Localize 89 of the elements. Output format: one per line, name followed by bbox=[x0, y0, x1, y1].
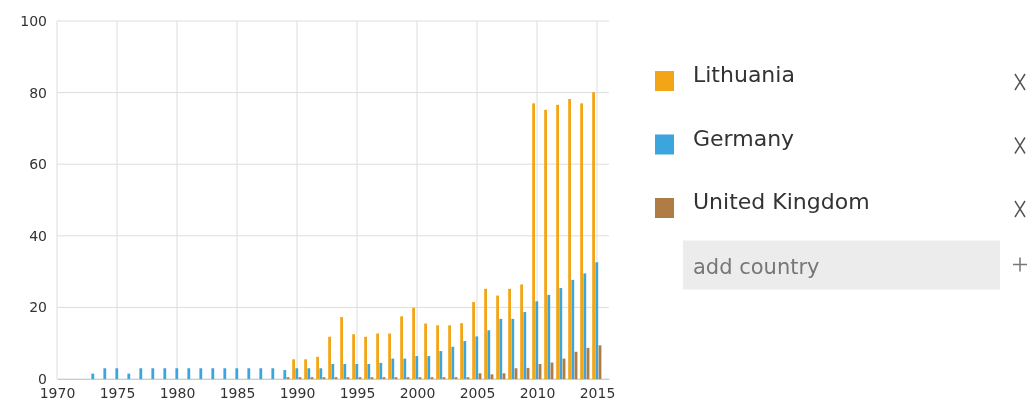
bar bbox=[343, 363, 347, 379]
bar bbox=[523, 312, 527, 379]
bar bbox=[388, 333, 391, 379]
x-tick-label: 1990 bbox=[279, 384, 316, 401]
bar bbox=[367, 363, 371, 379]
bar bbox=[535, 301, 539, 379]
bar bbox=[259, 368, 263, 379]
bar bbox=[580, 103, 583, 379]
bar bbox=[295, 368, 299, 379]
bar bbox=[448, 325, 451, 379]
bar bbox=[391, 358, 395, 379]
bar bbox=[175, 368, 179, 379]
bar bbox=[328, 336, 331, 379]
bar bbox=[235, 368, 239, 379]
text: add country bbox=[693, 254, 820, 279]
bar bbox=[163, 368, 167, 379]
bar bbox=[532, 103, 535, 379]
bar bbox=[511, 318, 515, 379]
bar bbox=[592, 92, 595, 379]
bar bbox=[484, 288, 487, 379]
bar bbox=[316, 356, 319, 379]
y-tick-label: 20 bbox=[29, 299, 47, 316]
bar bbox=[103, 368, 107, 379]
bar bbox=[115, 368, 119, 379]
bar bbox=[319, 368, 323, 379]
legend-label: Germany bbox=[693, 125, 795, 151]
bar bbox=[331, 363, 335, 379]
bar bbox=[475, 336, 479, 379]
bar bbox=[292, 359, 295, 379]
bar bbox=[559, 288, 563, 379]
x-tick-label: 1970 bbox=[39, 384, 76, 401]
x-tick-label: 2010 bbox=[519, 384, 556, 401]
bar bbox=[271, 368, 275, 379]
bar bbox=[472, 302, 475, 379]
bar bbox=[595, 262, 599, 379]
y-tick-label: 60 bbox=[29, 156, 47, 173]
bar bbox=[424, 323, 427, 379]
bar bbox=[376, 333, 379, 379]
bar bbox=[568, 99, 571, 379]
bar bbox=[547, 294, 551, 379]
bar bbox=[403, 358, 407, 379]
bar bbox=[427, 356, 431, 379]
y-tick-label: 80 bbox=[29, 84, 47, 101]
bar bbox=[487, 330, 491, 379]
bar bbox=[283, 370, 287, 379]
y-tick-label: 40 bbox=[29, 227, 47, 244]
bar bbox=[379, 362, 383, 379]
x-tick-label: 1985 bbox=[219, 384, 256, 401]
bar bbox=[223, 368, 227, 379]
bar bbox=[151, 368, 155, 379]
bar bbox=[412, 307, 415, 379]
legend-label: Lithuania bbox=[693, 62, 795, 87]
bar bbox=[247, 368, 251, 379]
bar bbox=[439, 351, 443, 379]
y-tick-label: 0 bbox=[38, 370, 47, 387]
x-tick-label: 1995 bbox=[339, 384, 376, 401]
bar bbox=[355, 363, 359, 379]
x-tick-label: 1980 bbox=[159, 384, 196, 401]
bar bbox=[508, 288, 511, 379]
bar bbox=[556, 104, 559, 379]
bar bbox=[436, 325, 439, 379]
x-tick-label: 2015 bbox=[579, 384, 616, 401]
bar bbox=[139, 368, 143, 379]
bar bbox=[211, 368, 215, 379]
bar bbox=[199, 368, 203, 379]
x-tick-label: 2005 bbox=[459, 384, 496, 401]
bar bbox=[451, 346, 455, 379]
bar bbox=[544, 109, 547, 379]
bar bbox=[91, 373, 95, 379]
y-tick-label: 100 bbox=[20, 12, 47, 29]
bar bbox=[304, 359, 307, 379]
bar bbox=[400, 316, 403, 379]
bar bbox=[499, 318, 503, 379]
bar bbox=[187, 368, 191, 379]
bar bbox=[463, 341, 467, 379]
bar bbox=[583, 273, 587, 379]
x-tick-label: 1975 bbox=[99, 384, 136, 401]
bar bbox=[460, 323, 463, 379]
bar bbox=[520, 284, 523, 379]
bar bbox=[352, 334, 355, 379]
bar bbox=[364, 336, 367, 379]
bar bbox=[307, 368, 311, 379]
bar bbox=[127, 373, 131, 379]
bar bbox=[340, 317, 343, 379]
bar bbox=[496, 295, 499, 379]
bar bbox=[415, 356, 419, 379]
bar bbox=[571, 279, 575, 379]
x-tick-label: 2000 bbox=[399, 384, 436, 401]
legend-label: United Kingdom bbox=[693, 189, 870, 214]
